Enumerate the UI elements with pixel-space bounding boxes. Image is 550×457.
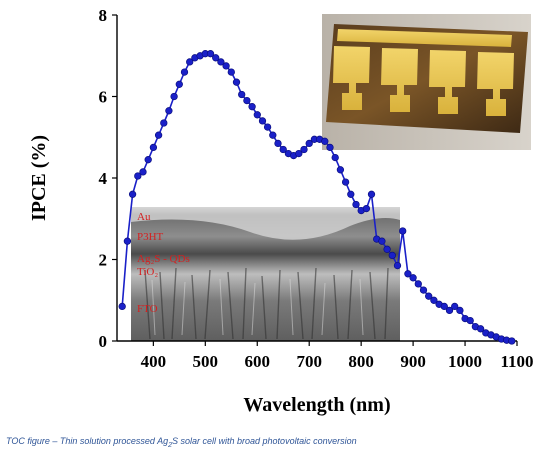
- data-point: [212, 54, 220, 62]
- data-point: [248, 103, 256, 111]
- data-point: [466, 316, 474, 325]
- y-tick-label: 4: [99, 169, 108, 188]
- data-point: [154, 131, 163, 139]
- data-point: [419, 286, 428, 294]
- y-tick-label: 2: [99, 251, 108, 270]
- data-point: [414, 280, 422, 288]
- data-point: [383, 245, 391, 253]
- data-point: [222, 62, 230, 70]
- x-tick-label: 900: [400, 352, 426, 371]
- data-point: [206, 50, 215, 58]
- data-point: [404, 270, 412, 278]
- caption-subscript: 2: [168, 441, 172, 449]
- device-substrate: [326, 24, 528, 133]
- inset-label-tio2: TiO₂: [137, 266, 158, 278]
- data-point: [123, 237, 132, 245]
- data-point: [134, 172, 142, 180]
- x-axis-title: Wavelength (nm): [243, 394, 390, 416]
- data-point: [269, 131, 277, 139]
- y-axis-ticks: 0 2 4 6 8: [99, 6, 117, 351]
- data-point: [347, 190, 355, 198]
- y-tick-label: 0: [99, 332, 108, 351]
- data-point: [362, 204, 371, 213]
- data-point: [331, 153, 339, 162]
- data-point: [238, 90, 246, 99]
- data-point: [300, 145, 308, 154]
- x-tick-label: 600: [245, 352, 271, 371]
- data-point: [243, 96, 251, 105]
- data-point: [160, 119, 168, 127]
- data-point: [139, 168, 147, 176]
- data-point: [279, 145, 287, 154]
- data-point: [440, 302, 448, 311]
- sem-highlights: [151, 278, 364, 336]
- data-point: [393, 261, 402, 270]
- gold-electrodes: [333, 46, 514, 116]
- sem-top-layer: [131, 207, 400, 240]
- y-tick-label: 8: [99, 6, 108, 25]
- y-axis-title: IPCE (%): [28, 135, 50, 221]
- data-point: [180, 68, 189, 76]
- data-point: [445, 306, 454, 315]
- caption-tail: S solar cell with broad photovoltaic con…: [172, 436, 357, 446]
- data-point: [456, 306, 464, 315]
- x-tick-label: 800: [348, 352, 374, 371]
- ipce-series-points: [118, 50, 516, 345]
- data-point: [144, 156, 152, 164]
- data-point: [295, 149, 303, 158]
- x-tick-label: 700: [296, 352, 322, 371]
- device-photo-inset: [322, 14, 531, 150]
- data-point: [341, 178, 350, 186]
- x-tick-label: 1100: [500, 352, 533, 371]
- inset-label-p3ht: P3HT: [137, 231, 164, 243]
- data-point: [305, 139, 313, 148]
- data-point: [388, 251, 396, 260]
- figure-caption: TOC figure – Thin solution processed Ag2…: [6, 436, 357, 449]
- data-point: [128, 190, 137, 198]
- sem-cross-section-inset: Au P3HT Ag₂S - QDs TiO₂ FTO: [131, 207, 400, 341]
- data-point: [451, 302, 459, 311]
- inset-label-ag2s-qds: Ag₂S - QDs: [137, 253, 190, 265]
- sem-texture: [144, 267, 389, 340]
- data-point: [170, 92, 178, 101]
- data-point: [321, 137, 329, 145]
- data-point: [175, 80, 183, 88]
- x-tick-label: 1000: [448, 352, 482, 371]
- data-point: [352, 200, 360, 209]
- y-tick-label: 6: [99, 88, 108, 107]
- data-point: [118, 302, 126, 311]
- inset-label-fto: FTO: [137, 303, 158, 315]
- data-point: [186, 58, 194, 66]
- x-tick-label: 500: [193, 352, 219, 371]
- data-point: [409, 274, 417, 282]
- data-point: [232, 78, 241, 86]
- x-tick-label: 400: [141, 352, 167, 371]
- data-point: [149, 143, 158, 152]
- caption-lead: TOC figure – Thin solution processed Ag: [6, 436, 169, 446]
- data-point: [274, 139, 282, 148]
- x-axis-ticks: 400 500 600 700 800 900 1000 1100: [141, 341, 534, 371]
- inset-label-au: Au: [137, 211, 151, 223]
- data-point: [263, 123, 272, 131]
- data-point: [425, 292, 433, 300]
- data-point: [326, 143, 334, 152]
- data-point: [165, 107, 173, 115]
- data-point: [227, 68, 235, 76]
- data-point: [476, 325, 485, 333]
- data-point: [217, 58, 225, 66]
- data-point: [258, 117, 267, 125]
- data-point: [336, 166, 345, 174]
- gold-top-bar: [337, 29, 512, 47]
- data-point: [399, 227, 407, 235]
- data-point: [378, 237, 386, 245]
- data-point: [253, 111, 261, 119]
- data-point: [508, 337, 516, 345]
- data-point: [367, 190, 376, 198]
- data-point: [430, 296, 438, 304]
